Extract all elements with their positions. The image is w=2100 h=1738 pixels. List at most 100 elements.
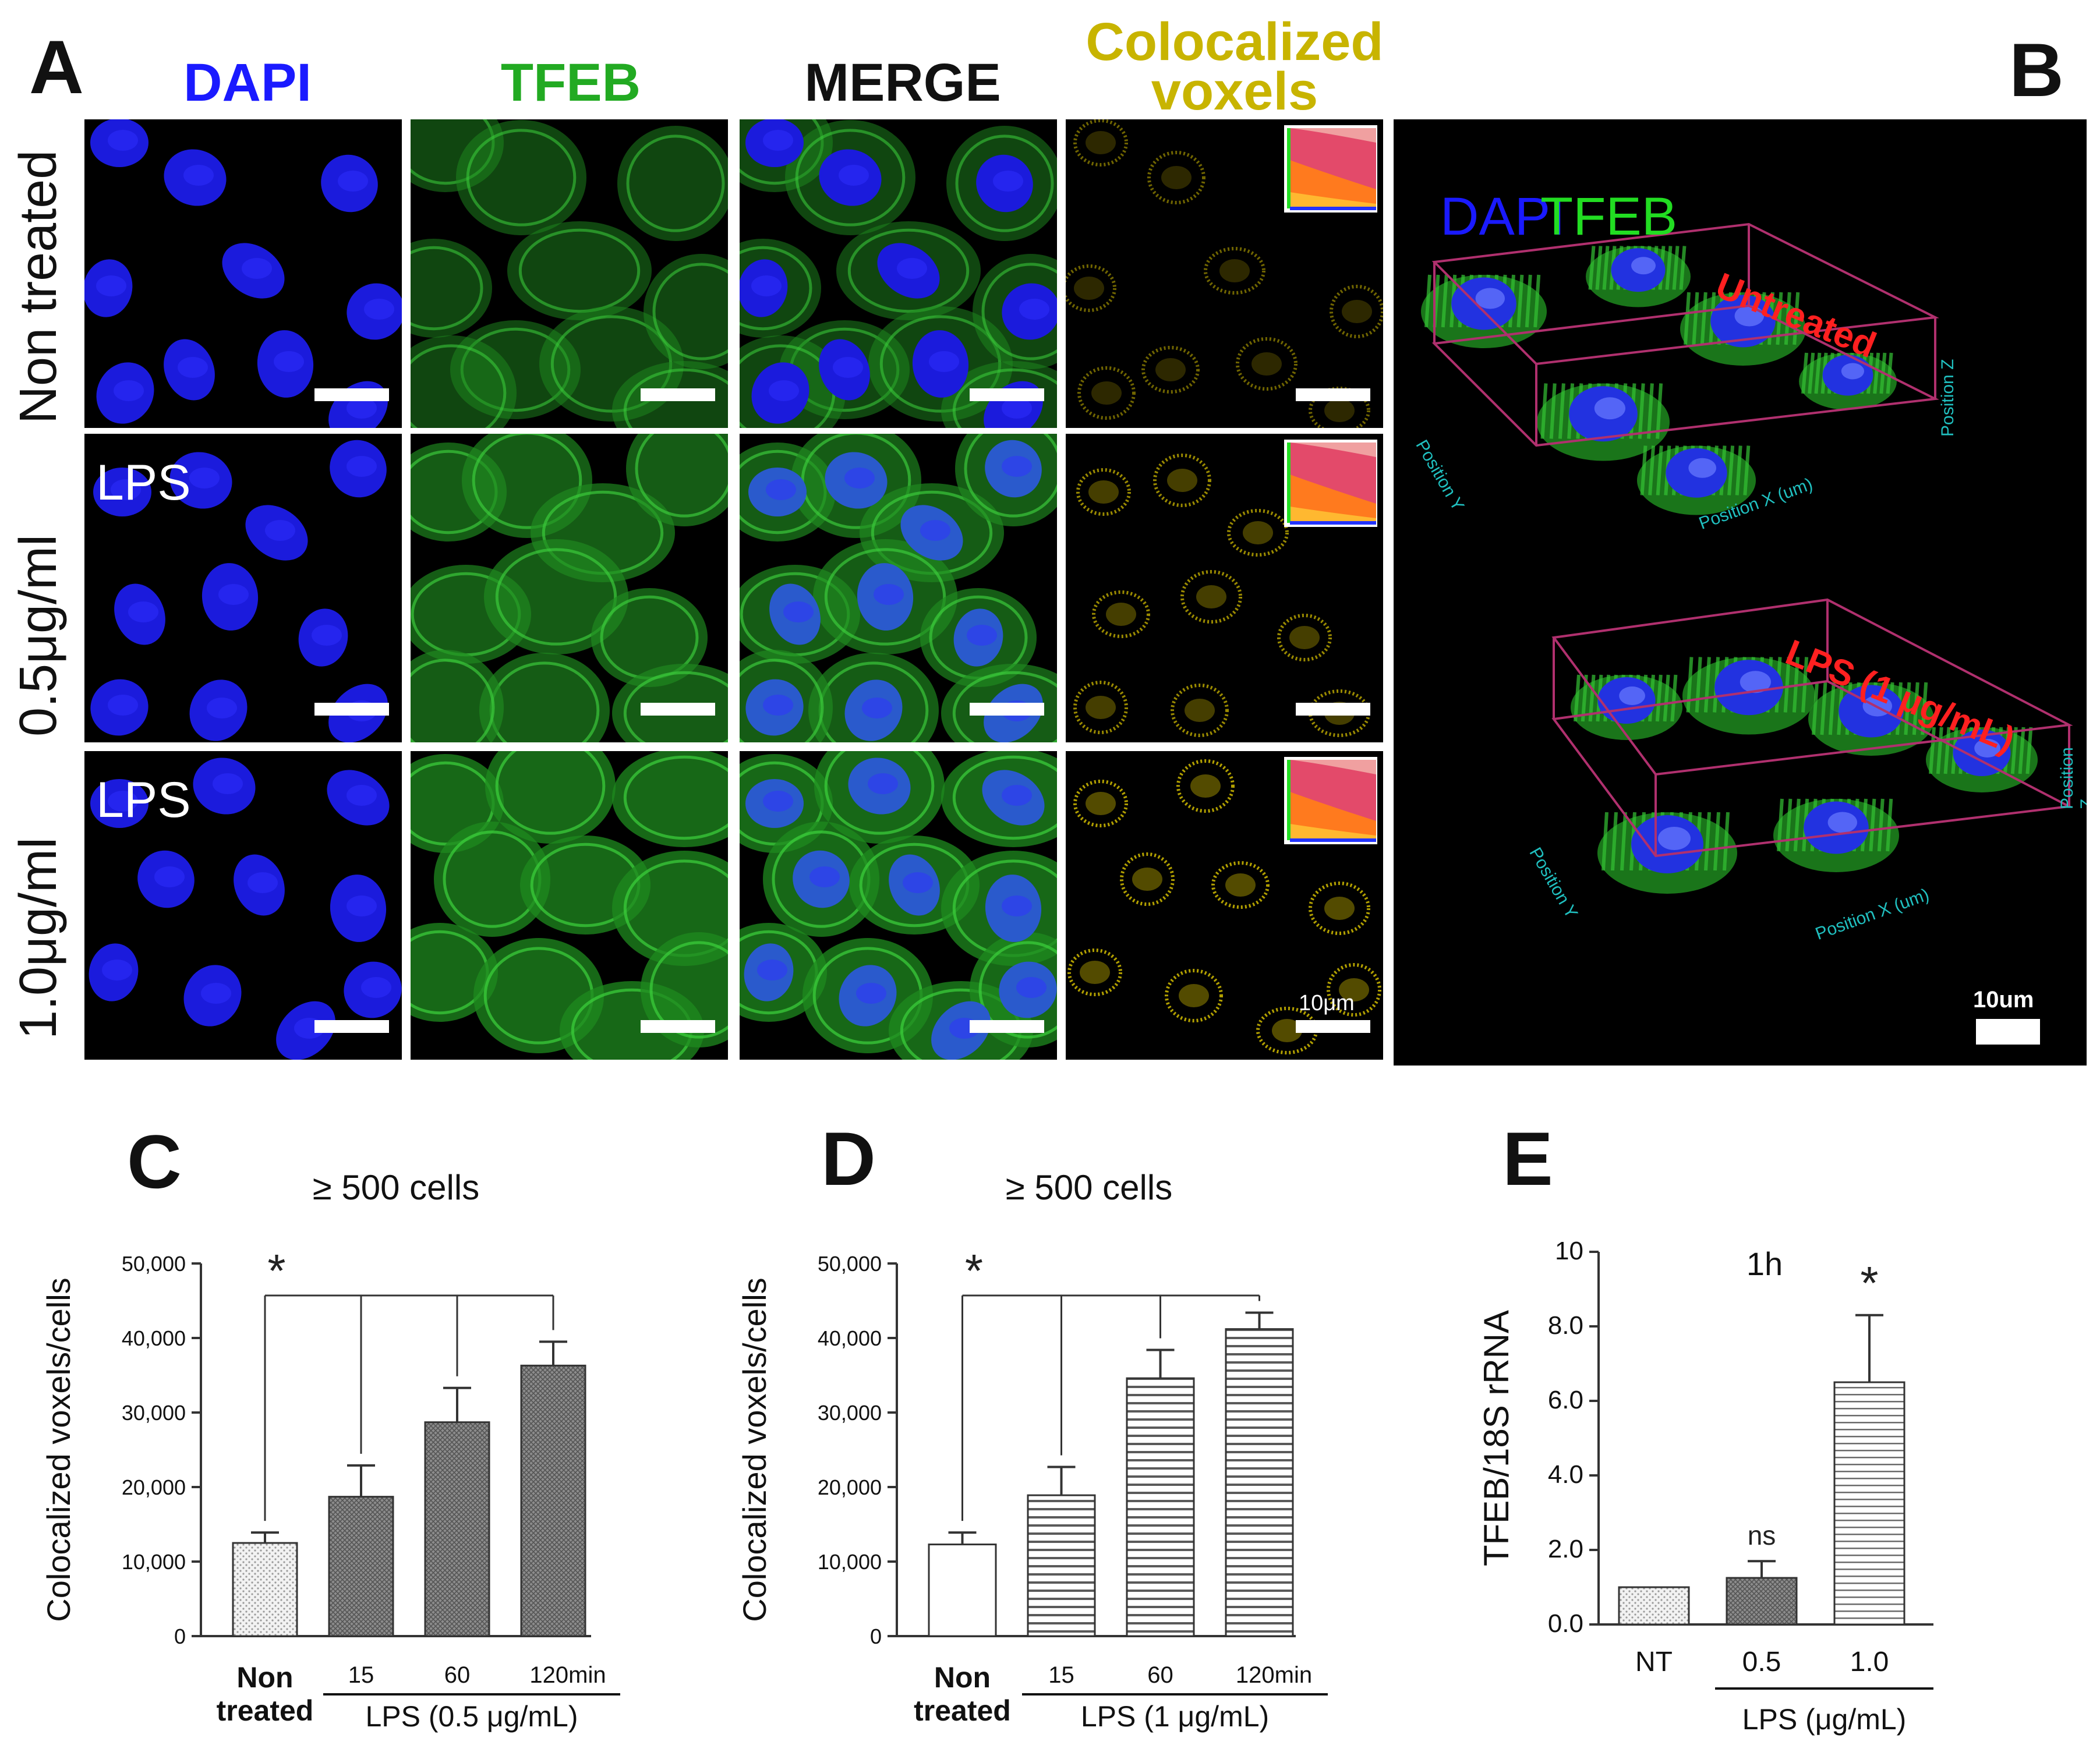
colocalized-core bbox=[1272, 1019, 1302, 1042]
scale-bar-a bbox=[970, 703, 1044, 716]
colocalized-core bbox=[1219, 259, 1250, 282]
colocalized-nucleus bbox=[1066, 264, 1116, 312]
tfeb-spike bbox=[1727, 445, 1735, 495]
scale-bar-a bbox=[970, 1020, 1044, 1033]
bar bbox=[1618, 1586, 1690, 1626]
bar-annotation: ns bbox=[1748, 1520, 1776, 1551]
row-label-1-0: 1.0μg/ml bbox=[9, 837, 68, 1039]
nucleus-texture bbox=[993, 171, 1023, 192]
dapi-highlight bbox=[1619, 686, 1645, 705]
scale-bar-a bbox=[314, 388, 389, 401]
chart-title: ≥ 500 cells bbox=[313, 1168, 479, 1207]
inset-region-peak bbox=[1290, 507, 1376, 523]
cell-cytoplasm bbox=[434, 822, 550, 937]
tfeb-spike bbox=[1663, 674, 1670, 722]
colocalized-nucleus bbox=[1153, 454, 1211, 507]
scale-bar-a bbox=[1296, 388, 1370, 401]
tfeb-spike bbox=[1808, 352, 1815, 394]
tfeb-spike bbox=[1793, 292, 1800, 345]
nucleus-texture bbox=[207, 698, 237, 718]
bar bbox=[1833, 1381, 1905, 1626]
colocalized-nucleus bbox=[1165, 969, 1223, 1022]
panel-label-c: C bbox=[127, 1119, 182, 1204]
y-tick-label: 8.0 bbox=[1548, 1311, 1583, 1340]
cell-cytoplasm bbox=[411, 239, 492, 338]
nucleus-texture bbox=[783, 601, 814, 622]
colocalized-core bbox=[1185, 699, 1215, 722]
y-tick-label: 4.0 bbox=[1548, 1460, 1583, 1489]
category-label: treated bbox=[217, 1694, 314, 1727]
cell-membrane bbox=[411, 246, 483, 331]
colocalized-nucleus bbox=[1277, 614, 1332, 661]
scale-bar-a bbox=[1296, 1020, 1370, 1033]
nucleus-texture bbox=[1002, 456, 1032, 477]
y-tick-label: 40,000 bbox=[122, 1326, 186, 1350]
category-label: treated bbox=[914, 1694, 1011, 1727]
tfeb-spike bbox=[1595, 246, 1603, 290]
nucleus-texture bbox=[242, 258, 272, 279]
cell-membrane bbox=[952, 755, 1057, 840]
tfeb-spike bbox=[1904, 682, 1911, 735]
colocalized-nucleus bbox=[1309, 882, 1370, 935]
category-label: 0.5 bbox=[1742, 1647, 1781, 1677]
nucleus-texture bbox=[364, 299, 394, 320]
cell-cytoplasm bbox=[617, 126, 728, 241]
inset-axis-blue bbox=[1290, 207, 1376, 210]
cell-cytoplasm bbox=[612, 751, 728, 847]
dapi-highlight bbox=[1475, 288, 1505, 309]
y-tick-label: 40,000 bbox=[818, 1326, 882, 1350]
group-label: LPS (μg/mL) bbox=[1742, 1703, 1907, 1736]
tfeb-spike bbox=[1886, 798, 1893, 852]
cell-membrane bbox=[518, 228, 641, 313]
colocalized-nucleus bbox=[1092, 590, 1150, 638]
significance-marker: * bbox=[965, 1245, 983, 1297]
tfeb-spike bbox=[1783, 657, 1791, 713]
cell-membrane bbox=[952, 671, 1057, 742]
cell-membrane bbox=[472, 434, 582, 529]
colocalized-core bbox=[1167, 469, 1197, 492]
colocalized-core bbox=[1080, 961, 1110, 984]
micrograph-tfeb-row-2 bbox=[411, 434, 728, 742]
colocalized-nucleus bbox=[1211, 861, 1270, 909]
row-label-non-treated: Non treated bbox=[9, 150, 68, 424]
chart-title: ≥ 500 cells bbox=[1006, 1168, 1172, 1207]
nucleus-texture bbox=[751, 275, 782, 296]
tfeb-spike bbox=[1793, 798, 1801, 852]
lps-tag: LPS bbox=[96, 455, 191, 511]
nucleus-texture bbox=[312, 625, 342, 646]
bar bbox=[1027, 1494, 1096, 1637]
cell-membrane bbox=[466, 129, 577, 226]
charts-svg: ≥ 500 cells Colocalized voxels/cells 0 10,0… bbox=[40, 1168, 1933, 1736]
tfeb-spike bbox=[1638, 383, 1645, 439]
cell-membrane bbox=[824, 751, 935, 835]
group-label: LPS (0.5 μg/mL) bbox=[365, 1700, 578, 1733]
tfeb-spike bbox=[1655, 674, 1663, 722]
tfeb-spike bbox=[1581, 674, 1588, 722]
colocalized-core bbox=[1190, 774, 1221, 798]
column-header-merge: MERGE bbox=[804, 53, 1001, 112]
category-label: 1.0 bbox=[1850, 1647, 1889, 1677]
nucleus-texture bbox=[361, 977, 391, 998]
nucleus-texture bbox=[903, 872, 933, 893]
y-tick-label: 50,000 bbox=[122, 1252, 186, 1276]
tfeb-spike bbox=[1814, 352, 1822, 394]
colocalized-nucleus bbox=[1073, 119, 1128, 167]
tfeb-spike bbox=[1665, 246, 1673, 290]
panel-label-e: E bbox=[1502, 1116, 1553, 1201]
colocalized-core bbox=[1106, 603, 1136, 626]
y-tick-label: 10,000 bbox=[122, 1550, 186, 1574]
nucleus-texture bbox=[844, 468, 875, 489]
column-header-voxels: voxels bbox=[1151, 62, 1318, 121]
cell-membrane bbox=[626, 134, 725, 232]
colocalized-nucleus bbox=[1327, 963, 1381, 1017]
cell-cytoplasm bbox=[479, 653, 610, 742]
micrograph-merge-row-2 bbox=[740, 434, 1057, 742]
nucleus-texture bbox=[862, 698, 892, 718]
nucleus-texture bbox=[108, 791, 138, 812]
category-label: 60 bbox=[444, 1662, 471, 1688]
cell-membrane bbox=[824, 548, 946, 646]
tfeb-spike bbox=[1723, 812, 1730, 871]
nucleus-texture bbox=[763, 130, 793, 151]
colocalized-nucleus bbox=[1180, 570, 1242, 624]
tfeb-spike bbox=[1646, 383, 1654, 439]
